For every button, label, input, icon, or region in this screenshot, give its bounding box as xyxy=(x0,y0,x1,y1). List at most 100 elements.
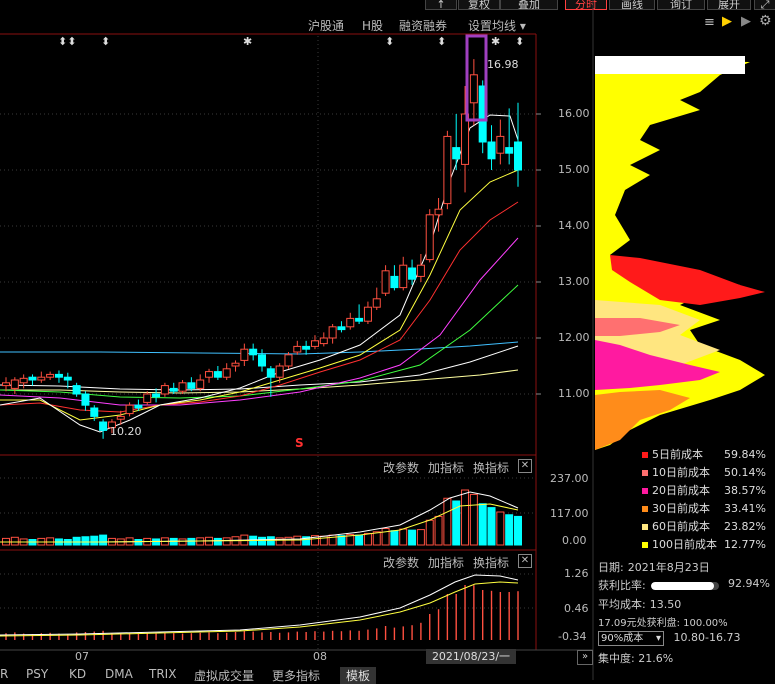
margin-trading-button[interactable]: 融资融券 xyxy=(399,19,448,33)
candlestick xyxy=(310,335,319,350)
tab-kd[interactable]: KD xyxy=(69,667,87,681)
s-signal-icon: S xyxy=(295,436,304,450)
volume-axis-label: 0.00 xyxy=(562,534,587,547)
draw-line-button[interactable]: 画线 xyxy=(609,0,655,10)
candlestick xyxy=(302,340,311,355)
candlestick xyxy=(125,402,134,417)
volume-bar xyxy=(178,538,187,546)
volume-bar xyxy=(399,528,408,546)
candlestick xyxy=(240,343,249,366)
tab-virtual-volume[interactable]: 虚拟成交量 xyxy=(194,669,255,683)
event-marker[interactable]: ✱ xyxy=(243,35,253,48)
volume-bar xyxy=(213,537,222,546)
candlestick xyxy=(116,410,125,425)
tab-trix[interactable]: TRIX xyxy=(149,667,177,681)
macd-add-indicator-button[interactable]: 加指标 xyxy=(428,556,465,570)
volume-bar xyxy=(372,531,381,546)
event-marker[interactable]: ⬍ xyxy=(515,35,525,48)
adjust-button[interactable]: 复权 xyxy=(458,0,500,10)
timeshare-button[interactable]: 分时 xyxy=(565,0,607,10)
price-axis-label: 16.00 xyxy=(558,107,590,120)
macd-axis-label: -0.34 xyxy=(558,630,587,643)
tab-dma[interactable]: DMA xyxy=(105,667,133,681)
volume-bar xyxy=(134,539,143,546)
high-price-label: 16.98 xyxy=(487,58,519,71)
candlestick xyxy=(381,265,390,296)
volume-bar xyxy=(72,536,81,546)
volume-bar xyxy=(337,535,346,546)
flag-yellow-icon[interactable]: ▶ xyxy=(722,14,732,29)
event-marker[interactable]: ⬍ xyxy=(437,35,447,48)
settings-gear-icon[interactable]: ⚙ xyxy=(759,13,772,29)
volume-bar xyxy=(496,511,505,546)
candlestick xyxy=(275,363,284,383)
hk-connect-button[interactable]: 沪股通 xyxy=(308,19,345,33)
volume-bar xyxy=(46,537,55,546)
cost-percent-select[interactable]: 90%成本 ▾ xyxy=(598,631,664,646)
volume-bar xyxy=(487,507,496,546)
candlestick xyxy=(2,377,10,392)
volume-change-indicator-button[interactable]: 换指标 xyxy=(473,461,510,475)
candlestick xyxy=(169,382,178,394)
concentration: 集中度: 21.6% xyxy=(598,652,674,665)
overlay-button[interactable]: 叠加 xyxy=(500,0,558,10)
candlestick xyxy=(90,405,99,421)
volume-bar xyxy=(293,535,302,546)
chip-top-band xyxy=(595,56,745,74)
tab-template[interactable]: 模板 xyxy=(340,667,377,684)
candlestick xyxy=(487,125,496,170)
legend-swatch xyxy=(642,506,648,512)
chip-layer xyxy=(595,340,720,390)
volume-bar xyxy=(425,519,434,546)
ma5-line xyxy=(0,114,519,433)
volume-bar xyxy=(416,529,425,546)
volume-bar xyxy=(187,537,196,546)
candlestick xyxy=(19,374,28,389)
up-arrow-button[interactable]: ↑ xyxy=(425,0,457,10)
candlestick xyxy=(222,363,231,380)
event-marker[interactable]: ✱ xyxy=(491,35,501,48)
volume-bar xyxy=(461,489,470,546)
ma-settings-button[interactable]: 设置均线 ▾ xyxy=(468,19,526,33)
candlestick xyxy=(107,419,116,434)
scroll-right-icon[interactable]: » xyxy=(577,650,593,665)
volume-bar xyxy=(390,530,399,546)
volume-add-indicator-button[interactable]: 加指标 xyxy=(428,461,465,475)
inquiry-button[interactable]: 询订 xyxy=(657,0,705,10)
ma60-line xyxy=(0,345,519,391)
chip-layer xyxy=(595,318,680,336)
event-marker[interactable]: ⬍ xyxy=(385,35,395,48)
event-marker[interactable]: ⬍⬍ xyxy=(58,35,77,48)
volume-bar xyxy=(505,514,514,546)
macd-change-indicator-button[interactable]: 换指标 xyxy=(473,556,510,570)
tab-more-indicators[interactable]: 更多指标 xyxy=(272,669,321,683)
candlestick xyxy=(63,372,72,389)
macd-edit-params-button[interactable]: 改参数 xyxy=(383,556,420,570)
event-marker[interactable]: ⬍ xyxy=(101,35,111,48)
volume-edit-params-button[interactable]: 改参数 xyxy=(383,461,420,475)
macd-close-icon[interactable]: ✕ xyxy=(518,554,532,568)
chip-menu-icon[interactable]: ≡ xyxy=(704,15,715,30)
candlestick xyxy=(10,377,19,394)
chip-layer xyxy=(610,255,765,305)
legend-swatch xyxy=(642,488,648,494)
tab-psy[interactable]: PSY xyxy=(26,667,49,681)
expand-button[interactable]: 展开 xyxy=(707,0,751,10)
tab-r[interactable]: R xyxy=(0,667,9,681)
chip-distribution xyxy=(595,56,765,450)
legend-swatch xyxy=(642,542,648,548)
volume-close-icon[interactable]: ✕ xyxy=(518,459,532,473)
ma30-line xyxy=(0,284,519,399)
h-share-button[interactable]: H股 xyxy=(362,19,384,33)
collapse-icon[interactable]: ⤢ xyxy=(754,0,775,10)
candlestick xyxy=(54,370,63,383)
candlestick xyxy=(319,332,328,347)
volume-bar xyxy=(469,493,478,546)
candlestick xyxy=(505,108,514,165)
candlestick xyxy=(152,388,161,403)
flag-gray-icon[interactable]: ▶ xyxy=(741,14,751,29)
volume-bar xyxy=(443,497,452,546)
ma120-line xyxy=(0,369,519,394)
volume-bar xyxy=(258,536,266,546)
